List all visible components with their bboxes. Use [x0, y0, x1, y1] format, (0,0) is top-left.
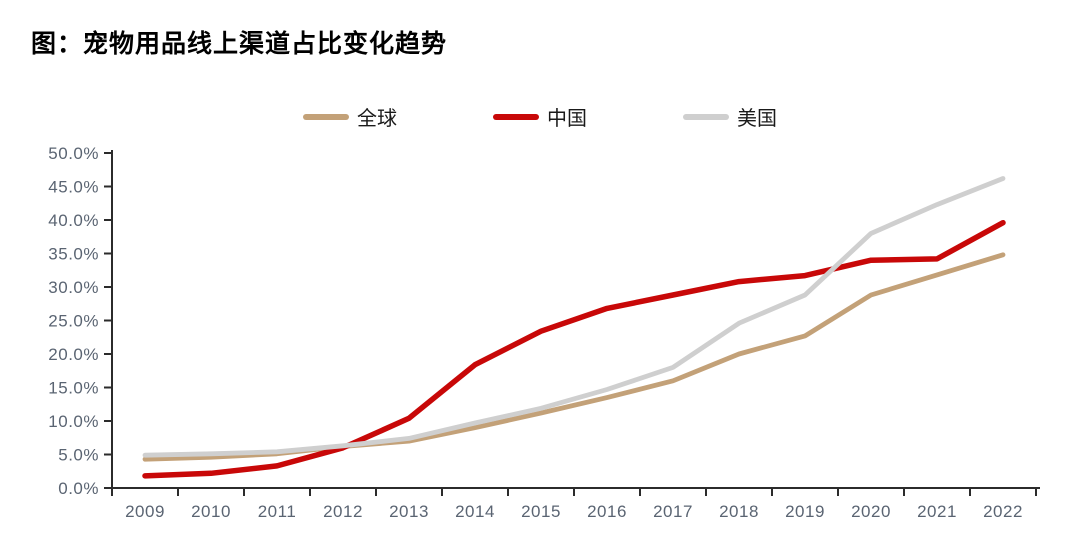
y-axis-tick-label: 0.0%	[58, 479, 99, 498]
y-axis-tick-label: 20.0%	[48, 345, 99, 364]
y-axis-tick-label: 40.0%	[48, 211, 99, 230]
series-line-global	[142, 252, 1006, 462]
x-axis-tick-label: 2012	[323, 502, 363, 521]
x-axis-tick-label: 2015	[521, 502, 561, 521]
x-axis-tick-label: 2014	[455, 502, 495, 521]
x-axis-tick-label: 2011	[258, 502, 297, 521]
y-axis-tick-label: 30.0%	[48, 278, 99, 297]
y-axis-tick-label: 25.0%	[48, 312, 99, 331]
legend-line-icon-usa	[683, 113, 729, 120]
x-axis-tick-label: 2013	[389, 502, 429, 521]
legend-item-global: 全球	[303, 102, 397, 131]
chart-title: 图：宠物用品线上渠道占比变化趋势	[31, 31, 448, 58]
legend-item-china: 中国	[493, 102, 587, 131]
legend-line-icon-china	[493, 113, 539, 120]
legend-line-icon-global	[303, 113, 349, 120]
chart-legend: 全球 中国 美国	[0, 102, 1080, 131]
x-axis-tick-label: 2021	[917, 502, 957, 521]
series-line-china	[142, 219, 1006, 479]
x-axis-tick-label: 2010	[191, 502, 231, 521]
x-axis-tick-label: 2020	[851, 502, 891, 521]
legend-label-usa: 美国	[737, 108, 777, 130]
y-axis-tick-label: 5.0%	[58, 446, 99, 465]
x-axis-tick-label: 2019	[785, 502, 825, 521]
legend-item-usa: 美国	[683, 102, 777, 131]
legend-label-global: 全球	[357, 108, 397, 130]
series-line-usa	[142, 176, 1006, 458]
y-axis-tick-label: 45.0%	[48, 178, 99, 197]
y-axis-tick-label: 50.0%	[48, 144, 99, 163]
legend-label-china: 中国	[547, 108, 587, 130]
y-axis-tick-label: 35.0%	[48, 245, 99, 264]
y-axis-tick-label: 10.0%	[48, 412, 99, 431]
x-axis-tick-label: 2018	[719, 502, 759, 521]
x-axis-tick-label: 2016	[587, 502, 627, 521]
y-axis-tick-label: 15.0%	[48, 379, 99, 398]
axes: 0.0% 5.0% 10.0% 15.0% 20.0% 25.0% 30.0% 35.0% 40…	[48, 144, 1040, 521]
x-axis-tick-label: 2017	[653, 502, 693, 521]
x-axis-tick-label: 2022	[983, 502, 1023, 521]
x-axis-tick-label: 2009	[125, 502, 165, 521]
